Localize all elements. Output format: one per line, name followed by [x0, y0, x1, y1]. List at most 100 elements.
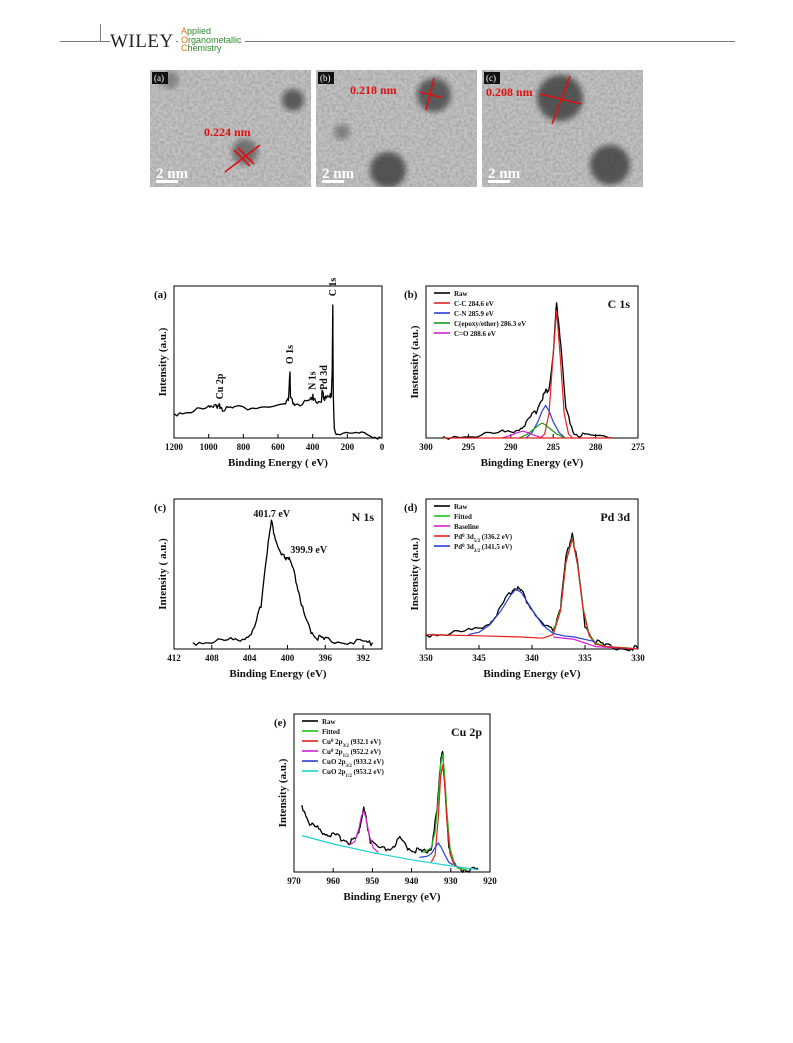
- legend-label: Raw: [454, 503, 469, 511]
- x-tick-label: 345: [472, 653, 486, 663]
- x-tick-label: 290: [504, 442, 518, 452]
- journal-line: Chemistry: [181, 43, 222, 53]
- x-tick-label: 340: [525, 653, 539, 663]
- x-tick-label: 950: [366, 876, 380, 886]
- series-line: [519, 422, 566, 439]
- tem-image-c: (c) 0.208 nm 2 nm: [482, 70, 643, 187]
- scale-bar-label: 2 nm: [156, 166, 189, 182]
- x-tick-label: 940: [405, 876, 419, 886]
- plot-frame: [425, 285, 639, 439]
- chart-title: Cu 2p: [451, 725, 482, 739]
- panel-label: (d): [404, 502, 418, 514]
- xps-pd3d-chart: (d) 350 345 340 335 330 Binding Energy (eV) Ins…: [400, 487, 645, 692]
- plot-frame: [293, 713, 491, 873]
- x-tick-label: 0: [380, 442, 385, 452]
- x-tick-label: 400: [281, 653, 295, 663]
- x-tick-label: 200: [341, 442, 355, 452]
- panel-label: (a): [154, 289, 167, 301]
- series-line: [301, 834, 479, 871]
- x-tick-label: 392: [356, 653, 370, 663]
- x-tick-label: 930: [444, 876, 458, 886]
- x-tick-label: 280: [589, 442, 603, 452]
- tem-label: (b): [320, 73, 331, 83]
- panel-label: (c): [154, 502, 167, 514]
- panel-label: (b): [404, 289, 418, 301]
- tem-image-a: (a) 0.224 nm 2 nm: [150, 70, 311, 187]
- y-axis-label: Intensity (a.u.): [157, 327, 169, 396]
- xps-cu2p-chart: (e) 970 960 950 940 930 920 Binding Energy (eV)…: [270, 710, 505, 920]
- x-tick-label: 295: [462, 442, 476, 452]
- journal-line: Organometallic: [181, 34, 242, 45]
- scale-bar: [488, 180, 510, 183]
- peak-annotation: N 1s: [308, 371, 319, 390]
- legend-label: Baseline: [454, 523, 479, 531]
- y-axis-label: Instensity (a.u.): [409, 325, 421, 398]
- legend-label: C(epoxy/ether) 286.3 eV: [454, 320, 526, 328]
- tem-micrograph: (c) 0.208 nm 2 nm: [482, 70, 643, 187]
- x-tick-label: 600: [271, 442, 285, 452]
- chart-svg: (b) 300 295 290 285 280 275 Bingding Energy (eV…: [404, 285, 645, 469]
- legend-label: C-C 284.6 eV: [454, 300, 494, 308]
- peak-annotation: 399.9 eV: [290, 545, 327, 556]
- panel-label: (e): [274, 717, 287, 729]
- plot-frame: [173, 498, 383, 650]
- journal-name: Applied Organometallic Chemistry: [178, 27, 245, 53]
- chart-svg: (d) 350 345 340 335 330 Binding Energy (eV) Ins…: [404, 498, 645, 680]
- x-tick-label: 920: [483, 876, 497, 886]
- legend-label: C=O 288.6 eV: [454, 330, 496, 338]
- series-line: [419, 842, 454, 866]
- header-rule: [60, 41, 735, 42]
- x-axis-label: Binding Energy ( eV): [228, 457, 328, 469]
- peak-annotation: 401.7 eV: [253, 509, 290, 520]
- series-line: [425, 538, 639, 650]
- xps-c1s-chart: (b) 300 295 290 285 280 275 Bingding Energy (eV…: [400, 282, 645, 477]
- xps-survey-chart: (a) 1200 1000 800 600 400 200 0 Binding Energy (…: [150, 278, 390, 477]
- x-axis-label: Binding Energy (eV): [343, 891, 441, 903]
- tem-label: (a): [154, 73, 164, 83]
- legend-label: Fitted: [454, 513, 472, 521]
- series-line: [348, 810, 379, 854]
- series-line: [525, 404, 566, 439]
- legend-label: CuO 2p3/2 (933.2 eV): [322, 758, 385, 769]
- x-axis-label: Bingding Energy (eV): [481, 457, 584, 469]
- series-line: [442, 302, 613, 440]
- y-axis-label: Instensity (a.u.): [409, 537, 421, 610]
- chart-svg: (a) 1200 1000 800 600 400 200 0 Binding Energy (…: [154, 278, 385, 469]
- legend-label: Pd0 3d3/2 (341.5 eV): [454, 543, 513, 554]
- xps-n1s-chart: (c) 412 408 404 400 396 392 Binding Energy (eV)…: [150, 487, 390, 692]
- journal-line: Applied: [181, 26, 212, 36]
- chart-title: N 1s: [352, 510, 375, 524]
- legend-label: Cu0 2p1/2 (952.2 eV): [322, 748, 382, 759]
- lattice-spacing: 0.218 nm: [350, 83, 397, 97]
- y-axis-label: Intensity ( a.u.): [157, 538, 169, 610]
- x-tick-label: 300: [419, 442, 433, 452]
- x-tick-label: 330: [631, 653, 645, 663]
- chart-title: C 1s: [608, 297, 631, 311]
- x-tick-label: 400: [306, 442, 320, 452]
- chart-svg: (e) 970 960 950 940 930 920 Binding Energy (eV)…: [274, 713, 497, 903]
- y-axis-label: Intensity (a.u.): [277, 758, 289, 827]
- tem-micrograph: (a) 0.224 nm 2 nm: [150, 70, 311, 187]
- x-tick-label: 970: [287, 876, 301, 886]
- x-tick-label: 396: [319, 653, 333, 663]
- legend-label: Fitted: [322, 728, 340, 736]
- x-tick-label: 412: [167, 653, 181, 663]
- series-line: [430, 764, 459, 869]
- tem-micrograph: (b) 0.218 nm 2 nm: [316, 70, 477, 187]
- chart-svg: (c) 412 408 404 400 396 392 Binding Energy (eV)…: [154, 498, 383, 680]
- scale-bar-label: 2 nm: [488, 166, 521, 182]
- x-tick-label: 285: [546, 442, 560, 452]
- tem-image-b: (b) 0.218 nm 2 nm: [316, 70, 477, 187]
- series-line: [173, 304, 383, 440]
- scale-bar: [156, 180, 178, 183]
- lattice-spacing: 0.208 nm: [486, 85, 533, 99]
- x-tick-label: 408: [205, 653, 219, 663]
- peak-annotation: O 1s: [285, 345, 296, 364]
- scale-bar: [322, 180, 344, 183]
- series-line: [192, 519, 374, 647]
- tem-label: (c): [486, 73, 496, 83]
- series-line: [468, 588, 596, 643]
- series-line: [540, 309, 574, 439]
- x-axis-label: Binding Energy (eV): [229, 668, 327, 680]
- legend-label: Pd0 3d5/2 (336.2 eV): [454, 533, 513, 544]
